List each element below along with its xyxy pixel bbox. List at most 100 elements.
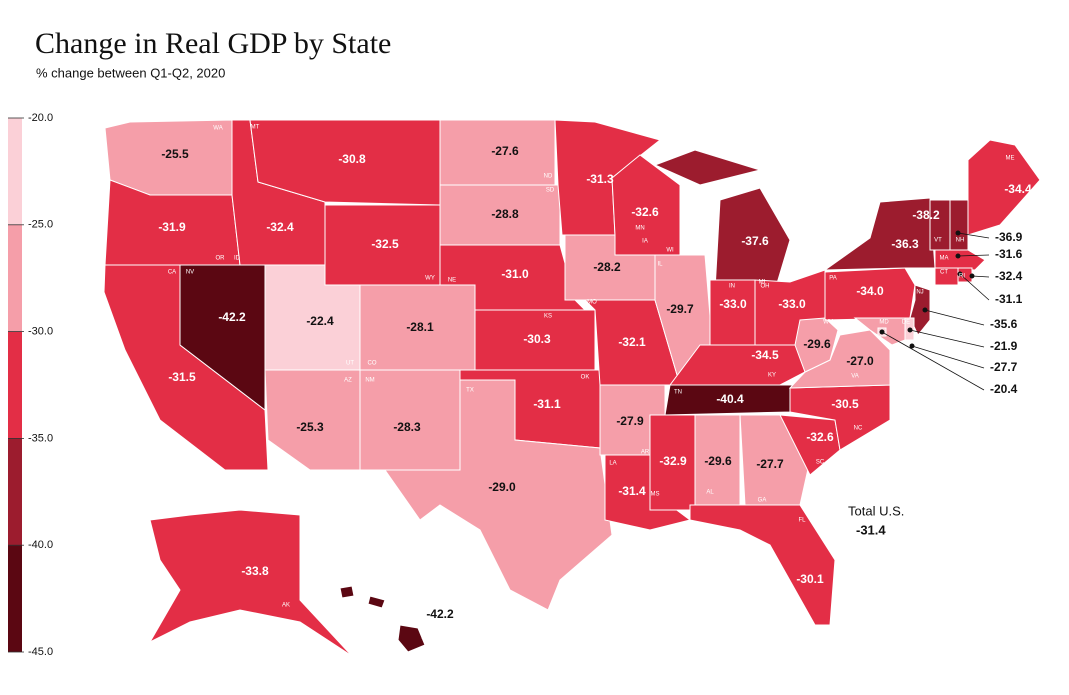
value-label: -32.1 [618, 335, 646, 349]
state-abbr: MT [251, 125, 260, 131]
state-abbr: AL [706, 490, 714, 496]
value-label: -35.6 [990, 317, 1018, 331]
value-label: -25.5 [161, 147, 189, 161]
leader-dot [955, 230, 961, 236]
state [148, 509, 353, 657]
leader-line [881, 331, 985, 391]
state-abbr: NC [854, 426, 863, 432]
value-label: -31.3 [586, 172, 614, 186]
state [823, 197, 936, 271]
state-abbr: AZ [344, 378, 352, 384]
state-abbr: MA [940, 256, 949, 262]
state-abbr: ME [1006, 156, 1015, 162]
chart-subtitle: % change between Q1-Q2, 2020 [36, 65, 225, 80]
state [788, 329, 891, 389]
value-label: -42.2 [426, 607, 454, 621]
state [384, 379, 613, 611]
value-label: -30.8 [338, 152, 366, 166]
leader-line [957, 254, 990, 257]
value-label: -28.3 [393, 420, 421, 434]
state-abbr: SC [816, 460, 825, 466]
state-abbr: WA [213, 126, 222, 132]
legend-tick-label: -35.0 [28, 432, 53, 444]
leader-line [924, 309, 985, 326]
value-label: -31.0 [501, 267, 529, 281]
state [934, 267, 959, 286]
state-abbr: IL [657, 262, 663, 268]
value-label: -42.2 [218, 310, 246, 324]
value-label: -20.4 [990, 382, 1018, 396]
state [934, 249, 986, 271]
value-label: -32.6 [806, 430, 834, 444]
state [794, 317, 839, 373]
state [689, 504, 836, 626]
state-abbr: DE [902, 320, 910, 326]
value-label: -31.4 [618, 484, 646, 498]
state [249, 119, 441, 206]
state-abbr: OK [581, 375, 590, 381]
value-label: -27.7 [990, 360, 1018, 374]
leader-line [957, 232, 990, 239]
value-label: -32.6 [631, 205, 659, 219]
state-abbr: CO [368, 361, 377, 367]
state-abbr: FL [798, 518, 806, 524]
total-label: Total U.S. [848, 503, 904, 518]
value-label: -31.1 [533, 397, 561, 411]
legend-swatch [8, 118, 22, 225]
state-abbr: TX [466, 388, 474, 394]
state-abbr: NM [365, 378, 374, 384]
legend-tick-label: -25.0 [28, 219, 53, 231]
legend-tick-label: -40.0 [28, 539, 53, 551]
leader-dot [969, 273, 975, 279]
state-abbr: GA [758, 498, 767, 504]
state-abbr: TN [674, 390, 682, 396]
value-label: -33.0 [778, 297, 806, 311]
state-abbr: WY [425, 276, 435, 282]
value-label: -28.8 [491, 207, 519, 221]
state-abbr: NE [448, 278, 456, 284]
state-abbr: WV [823, 320, 833, 326]
value-label: -30.3 [523, 332, 551, 346]
state-abbr: MS [651, 492, 660, 498]
legend-tick-label: -20.0 [28, 112, 53, 124]
value-label: -31.9 [158, 220, 186, 234]
legend-swatch [8, 545, 22, 652]
state [709, 279, 756, 351]
value-label: -38.2 [912, 208, 940, 222]
state-abbr: NV [186, 270, 194, 276]
value-label: -29.0 [488, 480, 516, 494]
state-abbr: VT [934, 238, 942, 244]
state-abbr: VA [851, 374, 859, 380]
state-abbr: NH [956, 238, 965, 244]
state [264, 369, 361, 471]
leader-line [959, 273, 990, 301]
state [179, 264, 266, 412]
state-abbr: IA [642, 239, 648, 245]
state-abbr: IN [729, 284, 735, 290]
state-abbr: MN [635, 226, 644, 232]
legend-swatch [8, 331, 22, 439]
value-label: -32.4 [266, 220, 294, 234]
state-abbr: WI [666, 248, 674, 254]
value-label: -34.4 [1004, 182, 1032, 196]
leader-dot [955, 253, 961, 259]
value-label: -33.0 [719, 297, 747, 311]
state-abbr: MO [587, 300, 597, 306]
state-abbr: KS [544, 314, 552, 320]
value-label: -33.8 [241, 564, 269, 578]
leader-line [909, 329, 985, 348]
value-label: -28.2 [593, 260, 621, 274]
value-label: -32.9 [659, 454, 687, 468]
value-label: -32.4 [995, 269, 1023, 283]
state-abbr: CT [940, 270, 948, 276]
value-label: -28.1 [406, 320, 434, 334]
state-abbr: UT [346, 361, 354, 367]
state-abbr: ID [234, 256, 241, 262]
state-abbr: SD [546, 188, 555, 194]
value-label: -27.6 [491, 144, 519, 158]
value-label: -27.0 [846, 354, 874, 368]
leader-dot [909, 343, 915, 349]
state-abbr: ND [544, 174, 553, 180]
value-label: -30.1 [796, 572, 824, 586]
